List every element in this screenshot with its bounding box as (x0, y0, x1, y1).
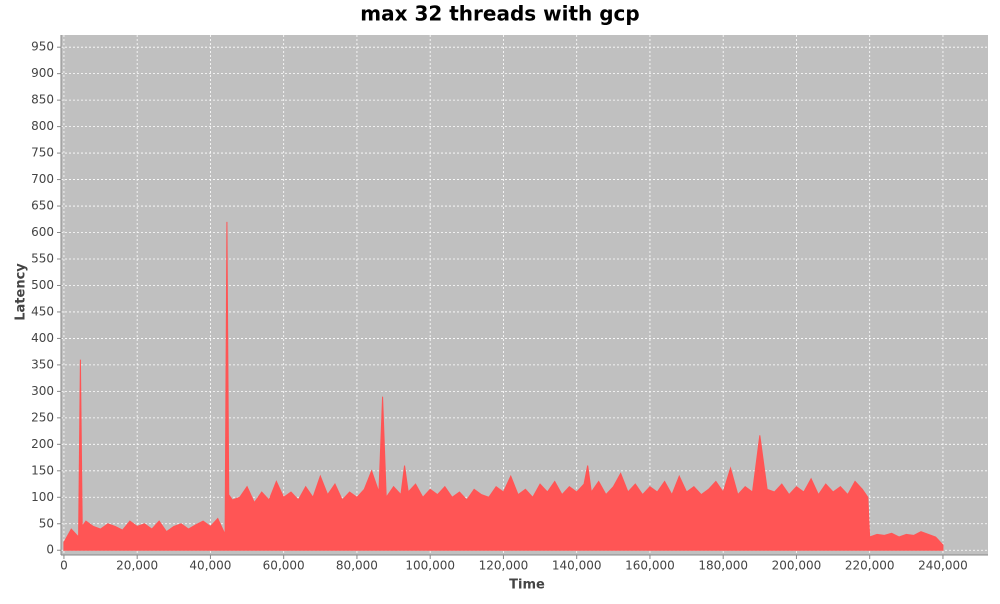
y-tick-label: 750 (31, 146, 54, 160)
x-tick-label: 200,000 (772, 559, 822, 573)
y-tick-label: 400 (31, 331, 54, 345)
y-tick-label: 450 (31, 304, 54, 318)
area (63, 221, 944, 551)
x-axis-label: Time (509, 578, 545, 593)
x-tick-label: 40,000 (189, 559, 231, 573)
x-tick-label: 100,000 (405, 559, 455, 573)
x-tick-label: 160,000 (625, 559, 675, 573)
chart-title: max 32 threads with gcp (360, 2, 639, 26)
x-tick-label: 180,000 (698, 559, 748, 573)
y-tick-label: 300 (31, 384, 54, 398)
y-tick-label: 650 (31, 199, 54, 213)
y-tick-label: 950 (31, 40, 54, 54)
y-tick-label: 550 (31, 251, 54, 265)
y-tick-label: 850 (31, 93, 54, 107)
y-tick-label: 500 (31, 278, 54, 292)
plot-area (61, 35, 988, 555)
x-tick-label: 220,000 (845, 559, 895, 573)
x-tick-label: 120,000 (479, 559, 529, 573)
x-tick-label: 140,000 (552, 559, 602, 573)
y-tick-label: 250 (31, 410, 54, 424)
x-tick-label: 60,000 (263, 559, 305, 573)
y-tick-label: 100 (31, 490, 54, 504)
y-tick-label: 200 (31, 437, 54, 451)
y-tick-label: 900 (31, 66, 54, 80)
y-tick-label: 600 (31, 225, 54, 239)
y-tick-label: 50 (39, 516, 54, 530)
y-tick-label: 0 (46, 543, 54, 557)
y-tick-label: 350 (31, 357, 54, 371)
y-tick-label: 800 (31, 119, 54, 133)
x-tick-label: 0 (60, 559, 68, 573)
y-tick-label: 700 (31, 172, 54, 186)
x-tick-label: 80,000 (336, 559, 378, 573)
y-axis-label: Latency (14, 263, 29, 321)
y-tick-label: 150 (31, 463, 54, 477)
x-tick-label: 20,000 (116, 559, 158, 573)
x-tick-label: 240,000 (918, 559, 968, 573)
